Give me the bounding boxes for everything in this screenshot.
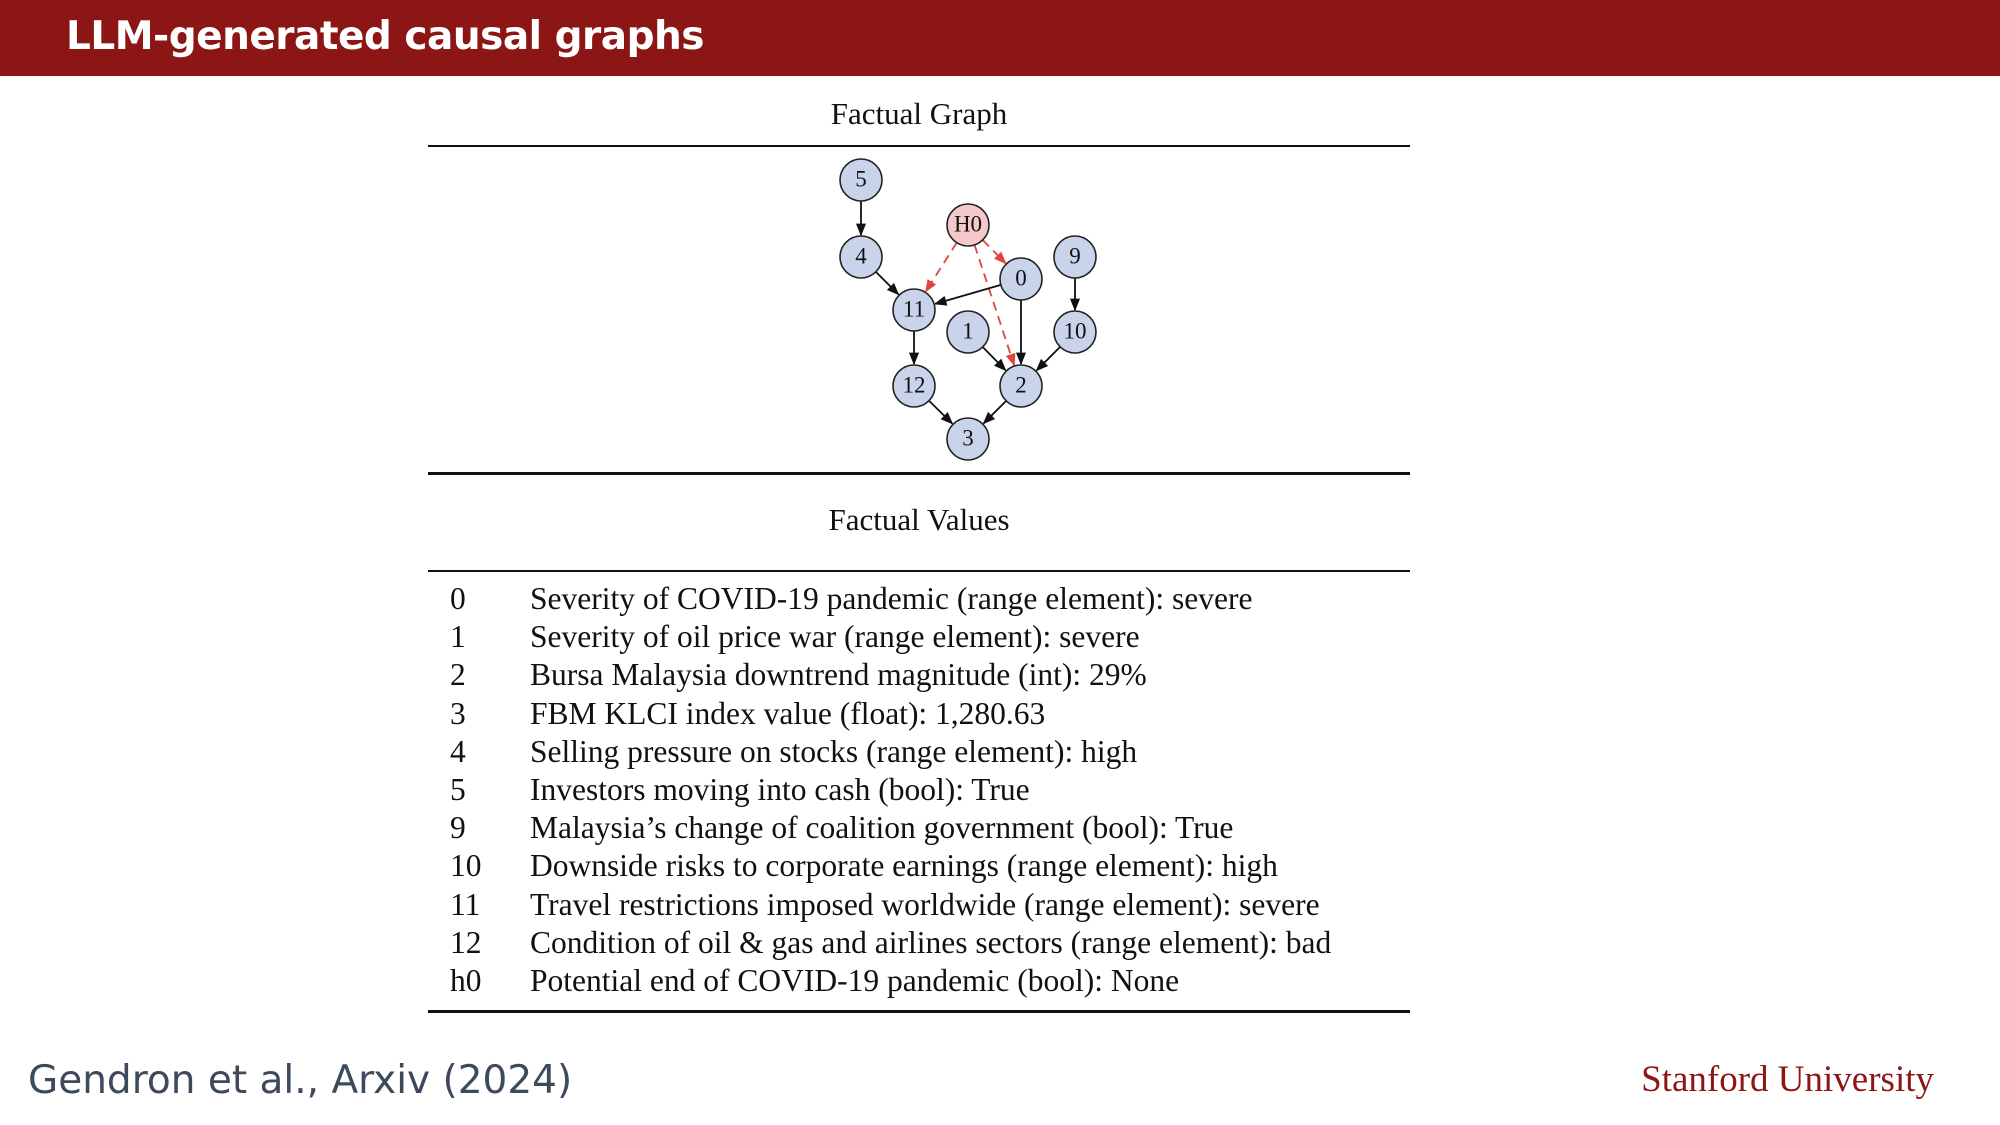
graph-node-2: 2 (999, 364, 1043, 408)
values-heading: Factual Values (828, 502, 1010, 537)
value-index: 12 (450, 924, 482, 960)
graph-node-10: 10 (1053, 310, 1097, 354)
node-circle (1053, 235, 1097, 279)
node-label: 5 (855, 166, 867, 191)
value-row: 0 Severity of COVID-19 pandemic (range el… (430, 580, 1410, 618)
value-text: Investors moving into cash (bool): True (530, 772, 1030, 808)
node-circle (892, 288, 936, 332)
node-label: 11 (903, 296, 925, 321)
graph-node-3: 3 (946, 417, 990, 461)
node-label: 0 (1015, 265, 1027, 290)
edge-0-to-11 (933, 283, 1002, 306)
value-index: h0 (450, 963, 482, 999)
stanford-logo: Stanford University (1641, 1059, 1934, 1100)
value-index: 0 (450, 581, 466, 616)
value-text: Severity of oil price war (range element… (530, 619, 1140, 655)
value-row: 5 Investors moving into cash (bool): True (430, 771, 1410, 809)
graph-node-9: 9 (1053, 235, 1097, 279)
node-label: 12 (903, 372, 926, 397)
value-text: Travel restrictions imposed worldwide (r… (530, 886, 1320, 922)
value-row: 1 Severity of oil price war (range elemen… (430, 618, 1410, 656)
node-circle (839, 158, 883, 202)
value-text: Condition of oil & gas and airlines sect… (530, 924, 1332, 960)
graph-node-4: 4 (839, 235, 883, 279)
graph-node-12: 12 (892, 364, 936, 408)
value-text: Selling pressure on stocks (range elemen… (530, 733, 1138, 769)
node-circle (946, 203, 990, 247)
node-label: 9 (1069, 243, 1081, 268)
edge-h0-to-11 (925, 242, 958, 293)
edge-12-to-3 (928, 400, 954, 425)
node-label: 4 (855, 243, 867, 268)
edge-2-to-3 (982, 400, 1007, 425)
node-label: 1 (962, 318, 974, 343)
node-label: 3 (962, 425, 974, 450)
value-text: Bursa Malaysia downtrend magnitude (int)… (530, 657, 1147, 693)
node-circle (946, 310, 990, 354)
value-row: 10 Downside risks to corporate earnings (… (430, 847, 1410, 885)
value-row: 2 Bursa Malaysia downtrend magnitude (int… (430, 656, 1410, 694)
value-index: 5 (450, 772, 466, 808)
value-index: 10 (450, 848, 482, 884)
edge-4-to-11 (875, 271, 900, 296)
value-text: Potential end of COVID-19 pandemic (bool… (530, 963, 1180, 999)
value-index: 4 (450, 733, 466, 769)
values-table: 0 Severity of COVID-19 pandemic (range el… (430, 580, 1410, 1000)
edge-h0-to-0 (982, 239, 1007, 265)
edge-h0-to-2 (973, 244, 1016, 367)
value-index: 11 (450, 886, 481, 922)
values-top-rule (428, 570, 1410, 572)
value-index: 9 (450, 810, 466, 846)
value-row: 12 Condition of oil & gas and airlines se… (430, 924, 1410, 962)
value-text: FBM KLCI index value (float): 1,280.63 (530, 695, 1046, 731)
value-row: 4 Selling pressure on stocks (range eleme… (430, 733, 1410, 771)
node-circle (999, 364, 1043, 408)
edge-10-to-2 (1035, 346, 1061, 372)
value-index: 2 (450, 657, 466, 693)
header-bar: LLM-generated causal graphs (0, 0, 2000, 76)
graph-heading: Factual Graph (830, 96, 1008, 131)
node-label: H0 (954, 211, 982, 236)
edge-1-to-2 (982, 346, 1007, 372)
value-row: h0 Potential end of COVID-19 pandemic (bo… (430, 962, 1410, 1000)
value-text: Malaysia’s change of coalition governmen… (530, 810, 1234, 846)
citation: Gendron et al., Arxiv (2024) (28, 1058, 573, 1103)
value-text: Downside risks to corporate earnings (ra… (530, 848, 1278, 884)
value-row: 9 Malaysia’s change of coalition governme… (430, 809, 1410, 847)
value-row: 11 Travel restrictions imposed worldwide … (430, 886, 1410, 924)
slide-title: LLM-generated causal graphs (66, 14, 704, 59)
node-circle (839, 235, 883, 279)
graph-node-5: 5 (839, 158, 883, 202)
graph-top-rule (428, 145, 1410, 147)
node-circle (946, 417, 990, 461)
graph-node-11: 11 (892, 288, 936, 332)
node-label: 2 (1015, 372, 1027, 397)
value-row: 3 FBM KLCI index value (float): 1,280.63 (430, 695, 1410, 733)
graph-node-0: 0 (999, 257, 1043, 301)
node-circle (892, 364, 936, 408)
graph-bottom-rule (428, 472, 1410, 475)
value-index: 3 (450, 695, 466, 731)
node-circle (1053, 310, 1097, 354)
node-circle (999, 257, 1043, 301)
node-label: 10 (1064, 318, 1087, 343)
value-index: 1 (450, 619, 466, 655)
value-text: Severity of COVID-19 pandemic (range ele… (530, 581, 1253, 616)
graph-node-1: 1 (946, 310, 990, 354)
values-bottom-rule (428, 1010, 1410, 1013)
graph-node-h0: H0 (946, 203, 990, 247)
